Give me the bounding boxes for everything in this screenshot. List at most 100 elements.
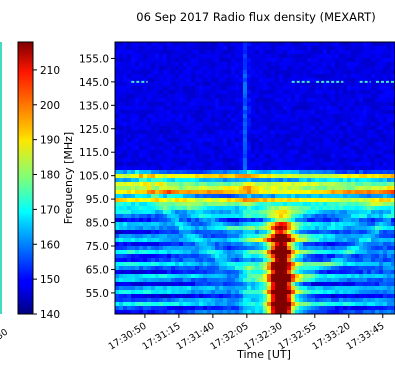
heatmap-cell bbox=[183, 242, 188, 247]
heatmap-cell bbox=[291, 202, 296, 207]
heatmap-cell bbox=[203, 226, 208, 231]
heatmap-cell bbox=[299, 106, 304, 111]
heatmap-cell bbox=[279, 230, 284, 235]
heatmap-cell bbox=[363, 262, 368, 267]
heatmap-cell bbox=[331, 274, 336, 279]
heatmap-cell bbox=[207, 206, 212, 211]
heatmap-cell bbox=[303, 174, 308, 179]
heatmap-cell bbox=[115, 74, 120, 79]
heatmap-cell bbox=[363, 62, 368, 67]
heatmap-cell bbox=[367, 158, 372, 163]
heatmap-cell bbox=[247, 270, 252, 275]
heatmap-cell bbox=[183, 206, 188, 211]
heatmap-cell bbox=[319, 138, 324, 143]
heatmap-cell bbox=[147, 182, 152, 187]
heatmap-cell bbox=[231, 162, 236, 167]
heatmap-cell bbox=[267, 290, 272, 295]
heatmap-cell bbox=[355, 134, 360, 139]
heatmap-cell bbox=[159, 218, 164, 223]
heatmap-cell bbox=[275, 142, 280, 147]
heatmap-cell bbox=[131, 122, 136, 127]
heatmap-cell bbox=[135, 58, 140, 63]
heatmap-cell bbox=[343, 78, 348, 83]
heatmap-cell bbox=[287, 274, 292, 279]
heatmap-cell bbox=[163, 82, 168, 87]
heatmap-cell bbox=[127, 210, 132, 215]
heatmap-cell bbox=[211, 62, 216, 67]
heatmap-cell bbox=[123, 86, 128, 91]
heatmap-cell bbox=[371, 298, 376, 303]
heatmap-cell bbox=[259, 186, 264, 191]
heatmap-cell bbox=[343, 166, 348, 171]
heatmap-cell bbox=[259, 106, 264, 111]
heatmap-cell bbox=[387, 42, 392, 47]
heatmap-cell bbox=[199, 190, 204, 195]
heatmap-cell bbox=[303, 42, 308, 47]
heatmap-cell bbox=[339, 182, 344, 187]
heatmap-cell bbox=[391, 262, 395, 267]
heatmap-cell bbox=[315, 302, 320, 307]
heatmap-cell bbox=[319, 238, 324, 243]
heatmap-cell bbox=[279, 106, 284, 111]
heatmap-cell bbox=[163, 166, 168, 171]
heatmap-cell bbox=[247, 234, 252, 239]
heatmap-cell bbox=[383, 306, 388, 311]
heatmap-cell bbox=[115, 278, 120, 283]
heatmap-cell bbox=[351, 198, 356, 203]
heatmap-cell bbox=[135, 86, 140, 91]
heatmap-cell bbox=[183, 274, 188, 279]
heatmap-cell bbox=[271, 262, 276, 267]
heatmap-cell bbox=[143, 110, 148, 115]
heatmap-cell bbox=[219, 266, 224, 271]
heatmap-cell bbox=[115, 266, 120, 271]
heatmap-cell bbox=[115, 202, 120, 207]
heatmap-cell bbox=[307, 178, 312, 183]
heatmap-cell bbox=[187, 174, 192, 179]
heatmap-cell bbox=[331, 146, 336, 151]
heatmap-cell bbox=[363, 82, 368, 87]
heatmap-cell bbox=[175, 286, 180, 291]
heatmap-cell bbox=[383, 210, 388, 215]
heatmap-cell bbox=[351, 130, 356, 135]
heatmap-cell bbox=[247, 258, 252, 263]
heatmap-cell bbox=[283, 74, 288, 79]
heatmap-cell bbox=[187, 106, 192, 111]
heatmap-cell bbox=[307, 142, 312, 147]
heatmap-cell bbox=[303, 206, 308, 211]
heatmap-cell bbox=[351, 166, 356, 171]
heatmap-cell bbox=[187, 258, 192, 263]
heatmap-cell bbox=[323, 146, 328, 151]
heatmap-cell bbox=[171, 78, 176, 83]
heatmap-cell bbox=[351, 82, 356, 87]
heatmap-cell bbox=[351, 298, 356, 303]
heatmap-cell bbox=[215, 162, 220, 167]
heatmap-cell bbox=[275, 50, 280, 55]
heatmap-cell bbox=[195, 286, 200, 291]
heatmap-cell bbox=[155, 142, 160, 147]
heatmap-cell bbox=[231, 146, 236, 151]
heatmap-cell bbox=[143, 106, 148, 111]
heatmap-cell bbox=[375, 230, 380, 235]
heatmap-cell bbox=[195, 78, 200, 83]
heatmap-cell bbox=[383, 166, 388, 171]
heatmap-cell bbox=[315, 238, 320, 243]
heatmap-cell bbox=[311, 118, 316, 123]
heatmap-cell bbox=[187, 214, 192, 219]
heatmap-cell bbox=[239, 182, 244, 187]
heatmap-cell bbox=[391, 62, 395, 67]
heatmap-cell bbox=[139, 238, 144, 243]
heatmap-cell bbox=[239, 290, 244, 295]
heatmap-cell bbox=[139, 298, 144, 303]
heatmap-cell bbox=[243, 130, 248, 135]
heatmap-cell bbox=[259, 50, 264, 55]
heatmap-cell bbox=[239, 242, 244, 247]
heatmap-cell bbox=[343, 250, 348, 255]
heatmap-cell bbox=[383, 202, 388, 207]
heatmap-cell bbox=[271, 186, 276, 191]
heatmap-cell bbox=[343, 106, 348, 111]
heatmap-cell bbox=[123, 210, 128, 215]
heatmap-cell bbox=[163, 262, 168, 267]
heatmap-cell bbox=[195, 294, 200, 299]
heatmap-cell bbox=[235, 118, 240, 123]
heatmap-cell bbox=[331, 98, 336, 103]
